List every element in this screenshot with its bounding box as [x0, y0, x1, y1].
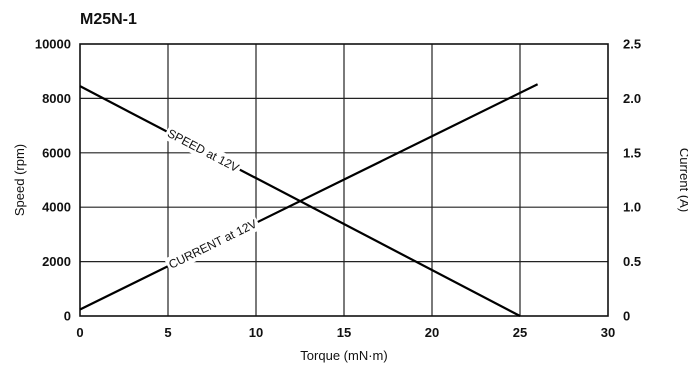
x-tick-label: 25	[513, 325, 527, 340]
series-layer: SPEED at 12V CURRENT at 12V	[79, 83, 539, 317]
y2-tick-label: 0	[623, 309, 630, 324]
x-tick-label: 10	[249, 325, 263, 340]
y-tick-label: 6000	[42, 145, 71, 160]
chart-title: M25N-1	[80, 11, 137, 28]
y2-tick-label: 2.0	[623, 91, 641, 106]
x-tick-label: 0	[76, 325, 83, 340]
x-axis-title: Torque (mN·m)	[300, 348, 387, 363]
y2-tick-label: 1.0	[623, 200, 641, 215]
series-label: CURRENT at 12V	[166, 217, 259, 272]
series-label-background	[164, 214, 262, 274]
x-tick-label: 15	[337, 325, 351, 340]
y2-tick-label: 1.5	[623, 145, 641, 160]
y-tick-label: 2000	[42, 254, 71, 269]
x-tick-label: 20	[425, 325, 439, 340]
series-label: SPEED at 12V	[165, 126, 241, 175]
series-label-group: SPEED at 12V	[162, 124, 244, 177]
tick-labels: 0 5 10 15 20 25 30 0 2000 4000 6000 8000 10000 0 0.5 1.…	[35, 37, 641, 341]
y2-tick-label: 2.5	[623, 37, 641, 52]
y2-tick-label: 0.5	[623, 254, 641, 269]
series-label-background	[162, 124, 244, 177]
x-tick-label: 30	[601, 325, 615, 340]
y-tick-label: 8000	[42, 91, 71, 106]
series-line-current	[79, 83, 539, 311]
series-label-group: CURRENT at 12V	[164, 214, 262, 274]
plot-frame	[79, 43, 609, 317]
y-tick-label: 4000	[42, 200, 71, 215]
x-tick-label: 5	[164, 325, 171, 340]
y-tick-label: 10000	[35, 37, 71, 52]
y-tick-label: 0	[64, 309, 71, 324]
y-axis-title: Speed (rpm)	[12, 144, 27, 216]
y2-axis-title: Current (A)	[677, 148, 688, 212]
